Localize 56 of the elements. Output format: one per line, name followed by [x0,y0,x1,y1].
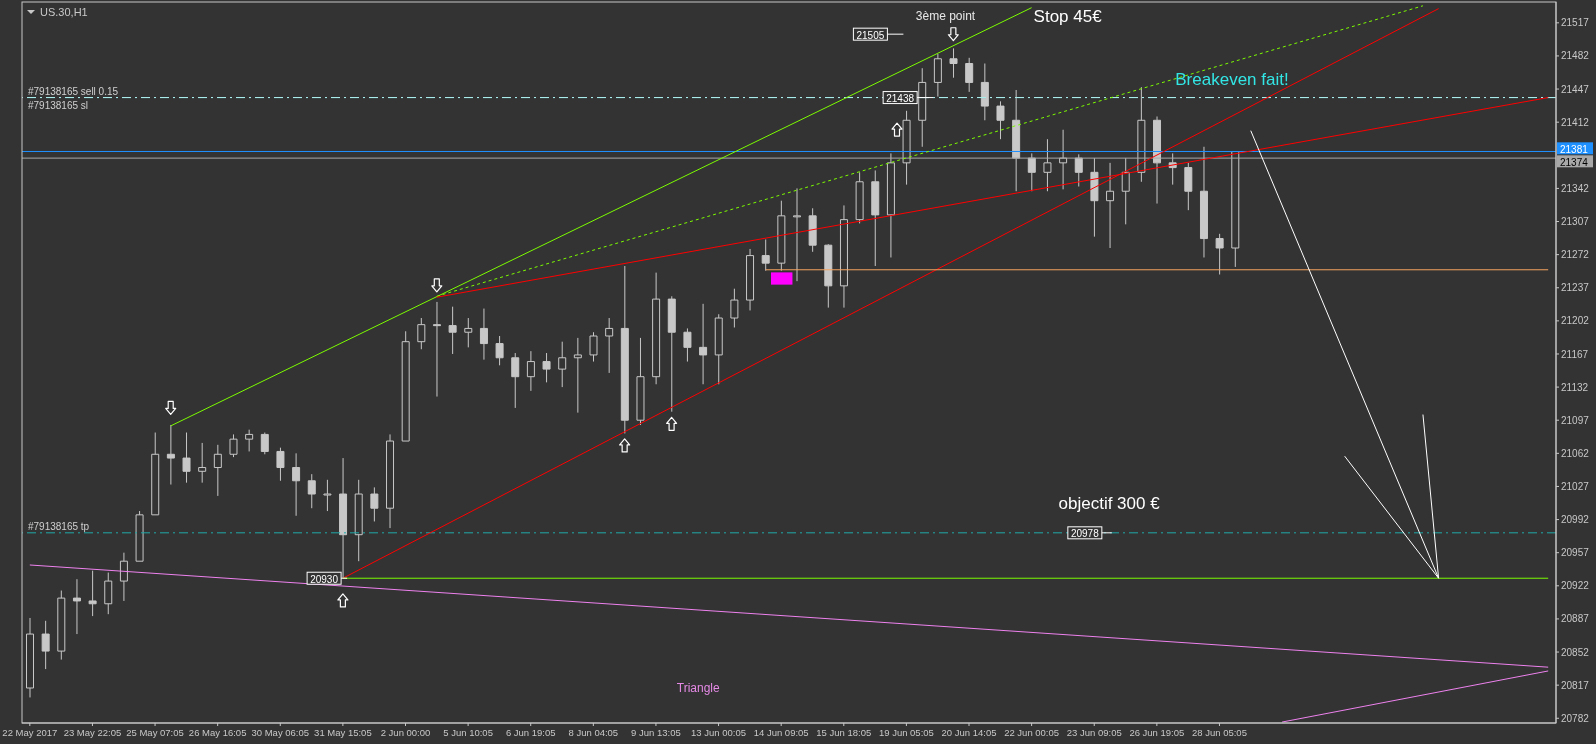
x-tick-label: 6 Jun 19:05 [505,727,556,738]
y-tick-label: 20992 [1561,514,1590,526]
x-tick-label: 30 May 06:05 [251,727,310,738]
annotation: objectif 300 € [1058,493,1161,513]
x-tick-label: 2 Jun 00:00 [380,727,431,738]
ref-line-label: #79138165 tp [28,520,90,532]
y-tick-label: 20922 [1561,580,1590,592]
annotation: 20930 [310,573,339,585]
y-tick-label: 21167 [1561,348,1589,360]
x-tick-label: 19 Jun 05:05 [878,727,934,738]
y-tick-label: 21097 [1561,414,1590,426]
x-tick-label: 26 May 16:05 [188,727,247,738]
x-tick-label: 28 Jun 05:05 [1191,727,1247,738]
x-tick-label: 15 Jun 18:05 [816,727,872,738]
y-tick-label: 21482 [1561,50,1590,62]
annotation: 20978 [1070,527,1100,539]
ref-line-label: #79138165 sl [28,99,89,111]
y-tick-label: 20887 [1561,613,1590,625]
x-tick-label: 9 Jun 13:05 [631,727,681,738]
x-tick-label: 25 May 07:05 [126,727,184,738]
y-tick-label: 21342 [1561,182,1590,194]
y-tick-label: 21027 [1561,481,1590,492]
annotation: Breakeven fait! [1175,69,1289,89]
y-tick-label: 20817 [1561,679,1590,691]
y-tick-label: 20852 [1561,646,1590,658]
y-tick-label: 21237 [1561,282,1590,294]
x-tick-label: 26 Jun 19:05 [1129,727,1185,738]
y-tick-label: 21447 [1561,83,1590,95]
annotation: Stop 45€ [1033,6,1103,26]
x-tick-label: 20 Jun 14:05 [941,727,997,738]
y-tick-label: 21062 [1561,447,1590,459]
x-tick-label: 13 Jun 00:05 [691,727,747,738]
x-tick-label: 23 Jun 09:05 [1066,727,1122,738]
ref-line-label: #79138165 sell 0.15 [28,85,119,97]
y-tick-label: 20957 [1561,547,1590,559]
y-tick-label: 21412 [1561,116,1590,128]
x-tick-label: 23 May 22:05 [63,727,122,738]
y-tick-label: 21517 [1561,17,1590,29]
y-tick-label: 21202 [1561,315,1590,327]
y-tick-label: 20782 [1561,712,1590,724]
chart-title: US.30,H1 [40,6,88,18]
x-tick-label: 14 Jun 09:05 [753,727,809,738]
x-tick-label: 22 Jun 00:05 [1004,727,1060,738]
annotation: 21438 [886,92,915,104]
x-tick-label: 31 May 15:05 [314,727,372,738]
annotation: Triangle [676,681,720,696]
y-tick-label: 21307 [1561,216,1590,228]
annotation: 3ème point [915,8,976,23]
ref-line-label: 21381 [1560,143,1589,155]
x-tick-label: 5 Jun 10:05 [443,727,493,738]
x-tick-label: 8 Jun 04:05 [568,727,619,738]
y-tick-label: 21132 [1561,381,1589,393]
ref-line-label: 21374 [1560,156,1589,168]
x-tick-label: 22 May 2017 [2,727,58,738]
y-tick-label: 21272 [1561,249,1590,261]
annotation: 21505 [856,29,885,41]
